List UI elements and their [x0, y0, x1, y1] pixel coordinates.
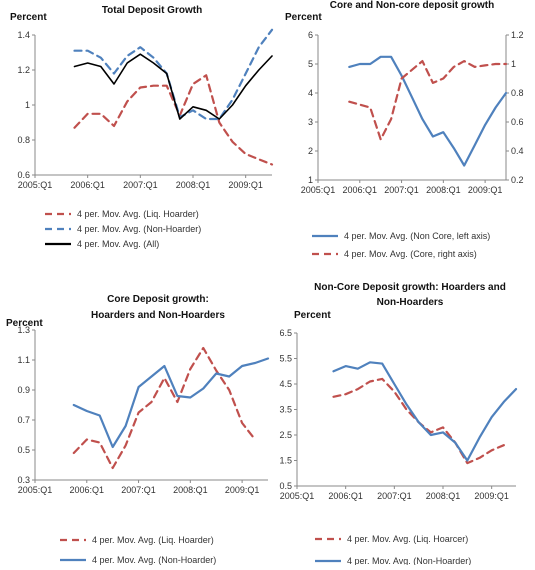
- chart-title: Total Deposit Growth: [102, 5, 202, 16]
- y-axis-label: Percent: [6, 318, 43, 329]
- chart-panel-1: Total Deposit Growth Percent 0.6 0.8 1 1.2 1.4…: [10, 5, 274, 249]
- y-tick-label: 1.3: [17, 325, 30, 335]
- x-tick-label: 2008:Q1: [426, 185, 461, 195]
- x-tick-label: 2008:Q1: [173, 485, 208, 495]
- y-tick-label: 5: [308, 59, 313, 69]
- y-tick-label: 1: [25, 100, 30, 110]
- y-right-tick-label: 1.2: [511, 30, 524, 40]
- y-tick-label: 1: [308, 175, 313, 185]
- y-tick-label: 1.2: [17, 65, 30, 75]
- x-tick-label: 2007:Q1: [377, 491, 412, 501]
- y-tick-label: 3: [308, 117, 313, 127]
- chart-title: Core Deposit growth:: [107, 294, 209, 305]
- y-axis-label: Percent: [10, 12, 47, 23]
- x-tick-label: 2006:Q1: [343, 185, 378, 195]
- y-tick-label: 2.5: [279, 430, 292, 440]
- y-right-tick-label: 0.2: [511, 175, 524, 185]
- chart-panel-4: Non-Core Deposit growth: Hoarders and Non…: [279, 282, 518, 566]
- x-tick-label: 2006:Q1: [70, 485, 105, 495]
- x-tick-label: 2007:Q1: [121, 485, 156, 495]
- x-tick-label: 2005:Q1: [18, 485, 53, 495]
- legend-label: 4 per. Mov. Avg. (Core, right axis): [344, 249, 477, 259]
- series-line-2: [73, 28, 274, 121]
- legend-label: 4 per. Mov. Avg. (Liq. Hoarder): [77, 209, 199, 219]
- y-tick-label: 0.6: [17, 170, 30, 180]
- x-tick-label: 2005:Q1: [301, 185, 336, 195]
- y-axis-label: Percent: [285, 12, 322, 23]
- y-tick-label: 0.9: [17, 385, 30, 395]
- series-line-2: [72, 357, 270, 449]
- x-tick-label: 2006:Q1: [328, 491, 363, 501]
- y-right-tick-label: 0.6: [511, 117, 524, 127]
- y-tick-label: 0.7: [17, 415, 30, 425]
- y-right-tick-label: 0.8: [511, 88, 524, 98]
- chart-title: Non-Hoarders: [377, 297, 444, 308]
- series-line-1: [73, 74, 274, 166]
- y-tick-label: 4.5: [279, 379, 292, 389]
- x-tick-label: 2007:Q1: [123, 180, 158, 190]
- legend-label: 4 per. Mov. Avg. (All): [77, 239, 159, 249]
- y-tick-label: 1.1: [17, 355, 30, 365]
- y-tick-label: 2: [308, 146, 313, 156]
- series-line-3: [73, 53, 273, 120]
- series-line-2: [332, 361, 518, 462]
- chart-title: Core and Non-core deposit growth: [330, 0, 494, 11]
- x-tick-label: 2008:Q1: [176, 180, 211, 190]
- series-line-1: [348, 55, 508, 167]
- chart-panel-3: Core Deposit growth: Hoarders and Non-Hoa…: [6, 294, 270, 565]
- x-tick-label: 2005:Q1: [280, 491, 315, 501]
- x-tick-label: 2008:Q1: [426, 491, 461, 501]
- y-tick-label: 3.5: [279, 405, 292, 415]
- legend-label: 4 per. Mov. Avg. (Non-Hoarder): [77, 224, 201, 234]
- y-tick-label: 0.5: [279, 481, 292, 491]
- legend-label: 4 per. Mov. Avg. (Non-Hoarder): [347, 556, 471, 565]
- y-tick-label: 4: [308, 88, 313, 98]
- y-tick-label: 0.8: [17, 135, 30, 145]
- x-tick-label: 2009:Q1: [225, 485, 260, 495]
- series-line-1: [72, 346, 257, 470]
- series-line-2: [348, 59, 508, 141]
- y-tick-label: 5.5: [279, 354, 292, 364]
- legend-label: 4 per. Mov. Avg. (Liq. Hoarcer): [347, 534, 468, 544]
- y-axis-label: Percent: [294, 310, 331, 321]
- y-tick-label: 0.3: [17, 475, 30, 485]
- chart-title: Non-Core Deposit growth: Hoarders and: [314, 282, 506, 293]
- legend-label: 4 per. Mov. Avg. (Non-Hoarder): [92, 555, 216, 565]
- x-tick-label: 2007:Q1: [384, 185, 419, 195]
- chart-panel-2: Core and Non-core deposit growth Percent 1…: [285, 0, 524, 259]
- y-tick-label: 0.5: [17, 445, 30, 455]
- legend-label: 4 per. Mov. Avg. (Non Core, left axis): [344, 231, 490, 241]
- y-tick-label: 1.4: [17, 30, 30, 40]
- x-tick-label: 2009:Q1: [228, 180, 263, 190]
- x-tick-label: 2009:Q1: [468, 185, 503, 195]
- x-tick-label: 2009:Q1: [474, 491, 509, 501]
- y-tick-label: 1.5: [279, 456, 292, 466]
- legend-label: 4 per. Mov. Avg. (Liq. Hoarder): [92, 535, 214, 545]
- chart-title: Hoarders and Non-Hoarders: [91, 310, 225, 321]
- y-right-tick-label: 0.4: [511, 146, 524, 156]
- y-tick-label: 6: [308, 30, 313, 40]
- y-tick-label: 6.5: [279, 328, 292, 338]
- x-tick-label: 2005:Q1: [18, 180, 53, 190]
- y-right-tick-label: 1: [511, 59, 516, 69]
- x-tick-label: 2006:Q1: [70, 180, 105, 190]
